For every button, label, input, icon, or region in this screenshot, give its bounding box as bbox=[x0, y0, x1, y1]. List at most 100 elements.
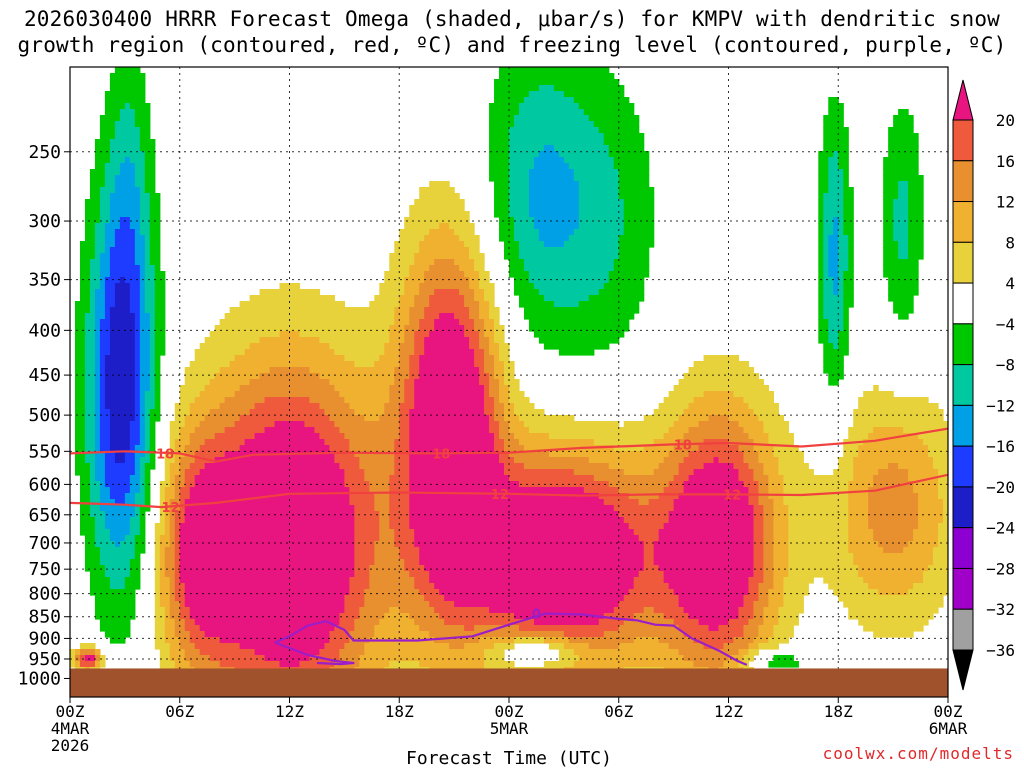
omega-cell bbox=[104, 139, 111, 146]
omega-cell bbox=[578, 289, 585, 296]
omega-cell bbox=[628, 313, 635, 320]
omega-cell bbox=[424, 361, 430, 368]
omega-cell bbox=[274, 361, 281, 368]
omega-cell bbox=[114, 229, 121, 236]
omega-cell bbox=[593, 433, 600, 440]
omega-cell bbox=[833, 109, 839, 116]
omega-cell bbox=[698, 409, 705, 416]
omega-cell bbox=[618, 133, 625, 140]
omega-cell bbox=[279, 349, 286, 356]
omega-cell bbox=[264, 325, 271, 332]
omega-cell bbox=[638, 163, 645, 170]
omega-cell bbox=[733, 415, 740, 422]
omega-cell bbox=[648, 235, 655, 242]
omega-cell bbox=[828, 247, 834, 254]
omega-cell bbox=[424, 403, 430, 410]
omega-cell bbox=[139, 211, 146, 218]
omega-cell bbox=[289, 307, 296, 314]
omega-cell bbox=[613, 121, 620, 128]
omega-cell bbox=[888, 397, 894, 404]
omega-cell bbox=[598, 73, 605, 80]
omega-cell bbox=[553, 163, 560, 170]
omega-cell bbox=[219, 409, 226, 416]
omega-cell bbox=[349, 385, 355, 392]
omega-cell bbox=[504, 433, 510, 440]
omega-cell bbox=[484, 385, 490, 392]
omega-cell bbox=[509, 73, 515, 80]
omega-cell bbox=[723, 373, 730, 380]
omega-cell bbox=[404, 241, 410, 248]
omega-cell bbox=[489, 283, 495, 290]
omega-cell bbox=[149, 271, 156, 278]
omega-cell bbox=[384, 373, 390, 380]
omega-cell bbox=[903, 151, 909, 158]
omega-cell bbox=[189, 367, 196, 374]
omega-cell bbox=[114, 271, 121, 278]
omega-cell bbox=[139, 85, 146, 92]
omega-cell bbox=[219, 427, 226, 434]
omega-cell bbox=[304, 427, 311, 434]
omega-cell bbox=[474, 355, 480, 362]
omega-cell bbox=[883, 175, 889, 182]
omega-cell bbox=[349, 403, 355, 410]
omega-cell bbox=[823, 361, 829, 368]
omega-cell bbox=[264, 319, 271, 326]
omega-cell bbox=[84, 199, 91, 206]
omega-cell bbox=[134, 151, 141, 158]
omega-cell bbox=[394, 397, 400, 404]
omega-cell bbox=[843, 295, 849, 302]
omega-cell bbox=[209, 349, 216, 356]
omega-cell bbox=[513, 415, 520, 422]
omega-cell bbox=[748, 373, 755, 380]
omega-cell bbox=[928, 415, 934, 422]
omega-cell bbox=[823, 145, 829, 152]
omega-cell bbox=[908, 427, 914, 434]
omega-cell bbox=[114, 415, 121, 422]
omega-cell bbox=[254, 379, 261, 386]
omega-cell bbox=[598, 169, 605, 176]
omega-cell bbox=[588, 283, 595, 290]
omega-cell bbox=[264, 343, 271, 350]
omega-cell bbox=[598, 343, 605, 350]
omega-cell bbox=[648, 199, 655, 206]
omega-cell bbox=[399, 277, 405, 284]
omega-cell bbox=[863, 409, 869, 416]
omega-cell bbox=[833, 163, 839, 170]
omega-cell bbox=[528, 415, 535, 422]
omega-cell bbox=[568, 181, 575, 188]
omega-cell bbox=[593, 265, 600, 272]
omega-cell bbox=[454, 295, 460, 302]
omega-cell bbox=[509, 127, 515, 134]
omega-cell bbox=[638, 259, 645, 266]
omega-cell bbox=[134, 415, 141, 422]
omega-cell bbox=[893, 139, 899, 146]
omega-cell bbox=[249, 385, 256, 392]
omega-cell bbox=[499, 433, 505, 440]
omega-cell bbox=[104, 403, 111, 410]
omega-cell bbox=[194, 355, 201, 362]
omega-cell bbox=[553, 175, 560, 182]
omega-cell bbox=[124, 331, 131, 338]
omega-cell bbox=[613, 163, 620, 170]
omega-cell bbox=[214, 397, 221, 404]
omega-cell bbox=[513, 253, 520, 260]
omega-cell bbox=[464, 229, 470, 236]
omega-cell bbox=[518, 187, 525, 194]
omega-cell bbox=[444, 421, 450, 428]
omega-cell bbox=[608, 259, 615, 266]
omega-cell bbox=[878, 427, 884, 434]
omega-cell bbox=[499, 97, 505, 104]
omega-cell bbox=[908, 193, 914, 200]
omega-cell bbox=[124, 415, 131, 422]
omega-cell bbox=[424, 265, 430, 272]
omega-cell bbox=[543, 241, 550, 248]
omega-cell bbox=[404, 361, 410, 368]
omega-cell bbox=[648, 217, 655, 224]
omega-cell bbox=[114, 265, 121, 272]
omega-cell bbox=[494, 109, 500, 116]
omega-cell bbox=[578, 217, 585, 224]
omega-cell bbox=[728, 379, 735, 386]
omega-cell bbox=[633, 421, 640, 428]
omega-cell bbox=[613, 223, 620, 230]
omega-cell bbox=[259, 355, 266, 362]
